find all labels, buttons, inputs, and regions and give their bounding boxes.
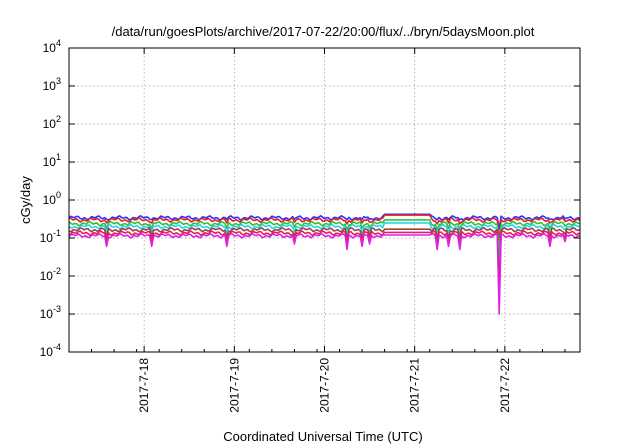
x-tick-label: 2017-7-21 xyxy=(408,358,422,413)
y-tick-label: 10-1 xyxy=(40,228,61,245)
series-line xyxy=(68,222,581,273)
y-tick-label: 104 xyxy=(43,38,61,55)
x-tick-label: 2017-7-20 xyxy=(318,358,332,413)
y-axis: 10-4 10-3 10-2 10-1 100 101 102 103 104 xyxy=(40,38,580,359)
grid xyxy=(69,48,580,352)
y-tick-label: 103 xyxy=(43,76,61,93)
x-axis: 2017-7-18 2017-7-19 2017-7-20 2017-7-21 2017… xyxy=(68,48,566,413)
x-axis-label: Coordinated Universal Time (UTC) xyxy=(223,429,422,444)
series-layer xyxy=(68,213,581,315)
x-tick-label: 2017-7-18 xyxy=(137,358,151,413)
series-line xyxy=(68,233,581,315)
y-tick-label: 10-3 xyxy=(40,304,61,321)
series-line xyxy=(68,230,581,302)
y-axis-label: cGy/day xyxy=(18,176,33,224)
y-tick-label: 10-2 xyxy=(40,266,61,283)
series-line xyxy=(68,227,581,287)
chart-title: /data/run/goesPlots/archive/2017-07-22/2… xyxy=(112,24,535,39)
series-line xyxy=(68,214,581,243)
y-tick-label: 10-4 xyxy=(40,342,61,359)
x-tick-label: 2017-7-19 xyxy=(227,358,241,413)
series-line xyxy=(68,219,581,258)
x-tick-label: 2017-7-22 xyxy=(498,358,512,413)
series-line xyxy=(68,213,581,230)
y-tick-label: 101 xyxy=(43,152,61,169)
y-tick-label: 102 xyxy=(43,114,61,131)
y-tick-label: 100 xyxy=(43,190,61,207)
